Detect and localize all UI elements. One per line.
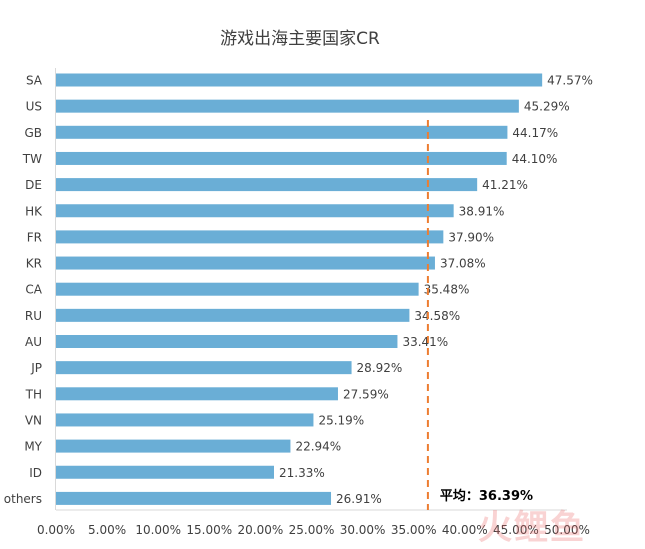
category-label-jp: JP [30, 361, 42, 375]
bar-ca [56, 282, 419, 296]
x-tick-label: 5.00% [88, 523, 126, 537]
value-label-ru: 34.58% [414, 309, 460, 323]
value-label-vn: 25.19% [318, 413, 364, 427]
category-label-th: TH [25, 387, 42, 401]
bar-id [56, 465, 274, 479]
value-label-tw: 44.10% [512, 152, 558, 166]
value-label-id: 21.33% [279, 466, 325, 480]
bar-fr [56, 230, 444, 244]
bar-th [56, 387, 338, 401]
category-label-sa: SA [26, 74, 43, 88]
value-label-gb: 44.17% [512, 126, 558, 140]
x-tick-label: 45.00% [493, 523, 539, 537]
value-label-de: 41.21% [482, 178, 528, 192]
category-label-au: AU [25, 335, 42, 349]
category-label-gb: GB [24, 126, 42, 140]
x-tick-label: 40.00% [442, 523, 488, 537]
bar-hk [56, 204, 454, 218]
category-label-hk: HK [25, 204, 43, 218]
value-label-fr: 37.90% [448, 230, 494, 244]
bar-vn [56, 413, 314, 427]
bar-gb [56, 125, 508, 139]
value-label-jp: 28.92% [357, 361, 403, 375]
x-tick-label: 30.00% [340, 523, 386, 537]
value-label-kr: 37.08% [440, 257, 486, 271]
average-label: 平均：36.39% [440, 488, 533, 504]
value-label-us: 45.29% [524, 100, 570, 114]
value-label-my: 22.94% [295, 440, 341, 454]
bar-kr [56, 256, 435, 270]
bar-others [56, 491, 332, 505]
x-tick-label: 50.00% [544, 523, 590, 537]
category-label-fr: FR [27, 230, 42, 244]
x-tick-label: 15.00% [186, 523, 232, 537]
watermark-logo: 火鲤鱼 [478, 508, 586, 548]
category-label-us: US [26, 100, 42, 114]
category-label-ca: CA [25, 283, 42, 297]
category-label-ru: RU [25, 309, 42, 323]
bar-tw [56, 151, 507, 165]
value-label-au: 33.41% [402, 335, 448, 349]
category-label-tw: TW [22, 152, 42, 166]
bar-ru [56, 308, 410, 322]
chart-title: 游戏出海主要国家CR [220, 29, 380, 49]
value-label-hk: 38.91% [459, 204, 505, 218]
x-tick-label: 20.00% [238, 523, 284, 537]
bar-sa [56, 73, 543, 87]
bar-us [56, 99, 519, 113]
bar-de [56, 178, 478, 192]
x-tick-label: 25.00% [289, 523, 335, 537]
category-label-my: MY [24, 440, 42, 454]
value-label-ca: 35.48% [424, 283, 470, 297]
value-label-others: 26.91% [336, 492, 382, 506]
category-label-de: DE [25, 178, 42, 192]
bar-my [56, 439, 291, 453]
value-label-sa: 47.57% [547, 74, 593, 88]
x-tick-label: 0.00% [37, 523, 75, 537]
x-tick-label: 10.00% [135, 523, 181, 537]
bar-jp [56, 361, 352, 375]
category-label-others: others [4, 492, 42, 506]
category-label-vn: VN [25, 413, 42, 427]
bar-au [56, 335, 398, 348]
category-label-id: ID [29, 466, 42, 480]
category-label-kr: KR [26, 257, 42, 271]
x-tick-label: 35.00% [391, 523, 437, 537]
value-label-th: 27.59% [343, 387, 389, 401]
